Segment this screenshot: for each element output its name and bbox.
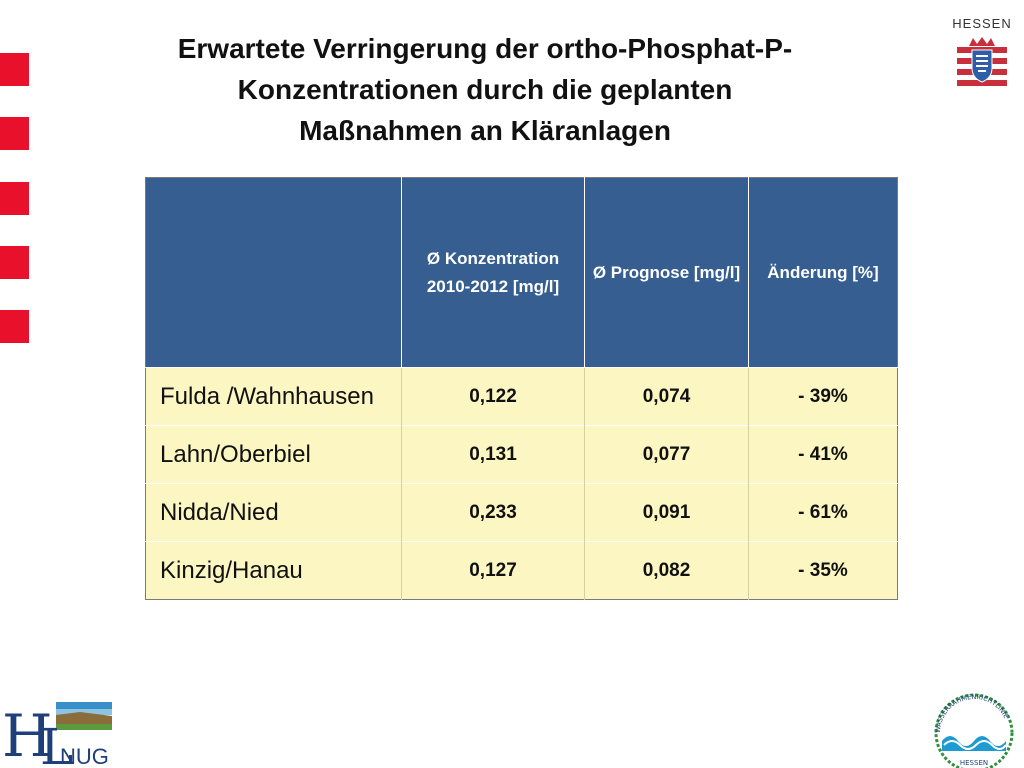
table-row: Kinzig/Hanau 0,127 0,082 - 35% [145, 541, 898, 600]
header-prognose: Ø Prognose [mg/l] [584, 177, 749, 368]
red-marker-5 [0, 310, 29, 343]
hessen-coat-of-arms-icon [957, 37, 1007, 86]
phosphate-table: Ø Konzentration 2010-2012 [mg/l] Ø Progn… [145, 177, 898, 600]
header-konzentration: Ø Konzentration 2010-2012 [mg/l] [401, 177, 585, 368]
red-marker-1 [0, 53, 29, 86]
table-row: Lahn/Oberbiel 0,131 0,077 - 41% [145, 425, 898, 484]
row-name: Lahn/Oberbiel [145, 425, 402, 484]
slide-title-line-3: Maßnahmen an Kläranlagen [299, 115, 671, 146]
row-name: Fulda /Wahnhausen [145, 367, 402, 426]
hlnug-logo: H L NUG [2, 702, 112, 768]
wrrl-logo: WASSERRAHMENRICHTLINIE HESSEN [934, 693, 1014, 768]
row-prognose: 0,091 [584, 483, 749, 542]
slide-title-line-1: Erwartete Verringerung der ortho-Phospha… [177, 33, 793, 64]
slide-title-line-2: Konzentrationen durch die geplanten [237, 74, 733, 105]
row-name: Kinzig/Hanau [145, 541, 402, 600]
row-aenderung: - 39% [748, 367, 898, 426]
header-aenderung: Änderung [%] [748, 177, 898, 368]
hlnug-l: L [40, 718, 73, 768]
row-name: Nidda/Nied [145, 483, 402, 542]
wrrl-bottom-text: HESSEN [960, 759, 988, 767]
table-header-row: Ø Konzentration 2010-2012 [mg/l] Ø Progn… [145, 177, 898, 368]
red-marker-4 [0, 246, 29, 279]
row-konzentration: 0,131 [401, 425, 585, 484]
row-prognose: 0,074 [584, 367, 749, 426]
row-konzentration: 0,233 [401, 483, 585, 542]
slide-title: Erwartete Verringerung der ortho-Phospha… [110, 28, 860, 151]
row-konzentration: 0,127 [401, 541, 585, 600]
row-aenderung: - 61% [748, 483, 898, 542]
table-row: Fulda /Wahnhausen 0,122 0,074 - 39% [145, 367, 898, 426]
red-marker-2 [0, 117, 29, 150]
hessen-label: HESSEN [952, 16, 1012, 31]
row-aenderung: - 35% [748, 541, 898, 600]
red-marker-3 [0, 182, 29, 215]
row-konzentration: 0,122 [401, 367, 585, 426]
hlnug-h: H [2, 702, 53, 768]
row-aenderung: - 41% [748, 425, 898, 484]
table-row: Nidda/Nied 0,233 0,091 - 61% [145, 483, 898, 542]
hlnug-nug: NUG [60, 744, 109, 768]
header-cell-empty [145, 177, 402, 368]
row-prognose: 0,077 [584, 425, 749, 484]
row-prognose: 0,082 [584, 541, 749, 600]
